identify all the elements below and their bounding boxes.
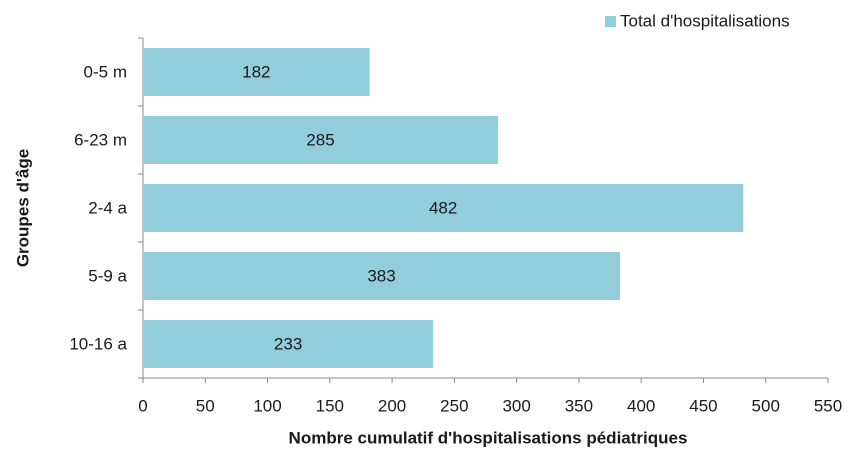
- y-tick-label: 5-9 a: [88, 266, 127, 285]
- x-tick-label: 200: [378, 396, 406, 415]
- x-tick-label: 300: [502, 396, 530, 415]
- bar: [143, 252, 621, 300]
- legend-swatch: [605, 16, 616, 27]
- x-tick-label: 500: [752, 396, 780, 415]
- data-label: 285: [306, 130, 334, 149]
- y-tick-label: 0-5 m: [84, 62, 127, 81]
- x-axis-title: Nombre cumulatif d'hospitalisations pédi…: [289, 428, 688, 447]
- x-tick-label: 450: [689, 396, 717, 415]
- data-label: 383: [367, 266, 395, 285]
- y-axis-title: Groupes d'âge: [13, 149, 32, 267]
- legend-label: Total d'hospitalisations: [620, 11, 790, 30]
- data-label: 233: [274, 334, 302, 353]
- bar: [143, 48, 370, 96]
- y-tick-label: 6-23 m: [74, 130, 127, 149]
- y-tick-label: 2-4 a: [88, 198, 127, 217]
- x-tick-label: 100: [253, 396, 281, 415]
- x-tick-label: 550: [814, 396, 842, 415]
- x-tick-label: 50: [196, 396, 215, 415]
- y-tick-label: 10-16 a: [69, 334, 127, 353]
- bar: [143, 320, 434, 368]
- x-tick-label: 250: [440, 396, 468, 415]
- x-tick-label: 150: [316, 396, 344, 415]
- data-label: 182: [242, 62, 270, 81]
- bar: [143, 116, 498, 164]
- x-tick-label: 400: [627, 396, 655, 415]
- data-label: 482: [429, 198, 457, 217]
- x-tick-label: 350: [565, 396, 593, 415]
- bar: [143, 184, 744, 232]
- x-tick-label: 0: [138, 396, 147, 415]
